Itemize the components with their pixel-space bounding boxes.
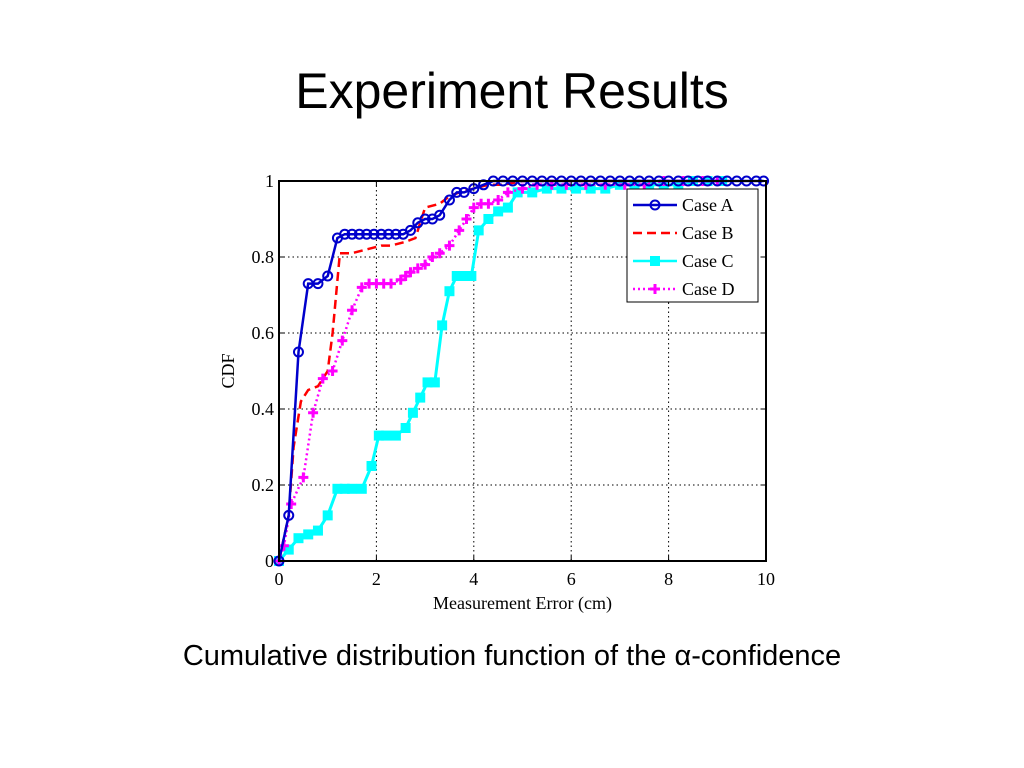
case-c-point: [527, 187, 538, 198]
case-a-point: [390, 228, 402, 240]
case-c-point: [400, 423, 411, 433]
case-d-point: [317, 373, 328, 384]
case-d-point: [298, 472, 309, 483]
case-a-point: [322, 270, 334, 282]
case-a-point: [292, 346, 304, 358]
axis-ticks: 0 2 4 6 8 10 0 0.2 0.4 0.6 0.8 1: [252, 171, 776, 589]
case-c-point: [466, 271, 477, 281]
x-tick-label: 2: [372, 569, 381, 589]
x-tick-label: 4: [469, 569, 478, 589]
legend: Case A Case B Case C Case D: [626, 188, 759, 303]
case-c-point: [390, 430, 401, 441]
case-a-point: [346, 228, 358, 240]
legend-entry-case-b: Case B: [633, 223, 734, 243]
case-a-point: [368, 228, 380, 240]
y-axis-label: CDF: [218, 353, 238, 388]
case-d-point: [405, 267, 416, 278]
legend-swatch-marker: [649, 199, 661, 211]
y-tick-label: 0.2: [252, 475, 275, 495]
slide-title: Experiment Results: [295, 63, 729, 119]
case-c-point: [444, 286, 455, 297]
case-a-point: [353, 228, 365, 240]
legend-entry-case-d: Case D: [633, 279, 735, 299]
case-a-point: [383, 228, 395, 240]
plot-frame: [278, 180, 767, 562]
case-a-point: [339, 228, 351, 240]
case-d-point: [427, 252, 438, 262]
y-tick-label: 0: [265, 551, 274, 571]
case-d-point: [308, 407, 319, 418]
case-c-point: [347, 483, 358, 494]
case-c-point: [381, 430, 392, 441]
y-tick-label: 0.4: [252, 399, 275, 419]
case-a-point: [443, 194, 455, 206]
case-c-point: [293, 533, 304, 544]
legend-label: Case B: [682, 223, 734, 243]
x-tick-label: 0: [275, 569, 284, 589]
case-d-point: [454, 225, 465, 236]
case-c-point: [502, 202, 513, 213]
slide-caption: Cumulative distribution function of the …: [182, 640, 842, 672]
case-c-point: [437, 320, 448, 331]
case-d-point: [493, 195, 504, 205]
x-tick-label: 6: [567, 569, 576, 589]
case-d-point: [483, 198, 494, 209]
x-tick-label: 10: [757, 569, 775, 589]
case-c-point: [322, 510, 333, 521]
case-a-point: [458, 186, 470, 198]
case-d-point: [356, 282, 367, 293]
legend-label: Case D: [682, 279, 735, 299]
y-tick-label: 0.6: [252, 323, 275, 343]
case-d-point: [502, 187, 513, 198]
case-d-point: [337, 335, 348, 346]
y-tick-label: 0.8: [252, 247, 275, 267]
case-c-point: [473, 225, 484, 236]
legend-label: Case A: [682, 195, 734, 215]
case-c-point: [415, 392, 426, 403]
case-a-point: [312, 278, 324, 290]
case-c-point: [493, 206, 504, 217]
case-c-point: [429, 377, 440, 388]
legend-swatch-marker: [650, 284, 660, 294]
case-c-point: [366, 461, 377, 471]
case-a-point: [361, 228, 373, 240]
case-c-point: [407, 407, 418, 418]
case-c-point: [312, 525, 323, 536]
case-d-point: [444, 240, 455, 251]
case-d-point: [461, 214, 472, 224]
case-c-point: [356, 483, 367, 494]
legend-entry-case-c: Case C: [633, 251, 734, 271]
case-d-point: [412, 263, 423, 274]
legend-label: Case C: [682, 251, 734, 271]
case-d-point: [286, 499, 297, 509]
case-d-point: [327, 366, 338, 376]
legend-box: [626, 188, 759, 303]
case-c-point: [303, 529, 314, 540]
case-a-point: [419, 213, 431, 225]
case-a-point: [451, 186, 463, 198]
y-tick-label: 1: [265, 171, 274, 191]
case-a-point: [375, 228, 387, 240]
case-d-point: [468, 202, 479, 213]
case-a-point: [404, 224, 416, 236]
case-d-point: [386, 278, 397, 289]
case-d-point: [420, 259, 431, 270]
x-axis-label: Measurement Error (cm): [433, 593, 612, 614]
case-d-point: [347, 305, 358, 316]
case-c-point: [571, 183, 582, 194]
legend-entry-case-a: Case A: [633, 195, 734, 215]
legend-swatch-marker: [650, 256, 660, 266]
case-d-point: [434, 248, 445, 259]
x-tick-label: 8: [664, 569, 673, 589]
case-c-point: [483, 214, 494, 224]
case-a-point: [283, 509, 295, 521]
case-a-point: [434, 209, 446, 221]
